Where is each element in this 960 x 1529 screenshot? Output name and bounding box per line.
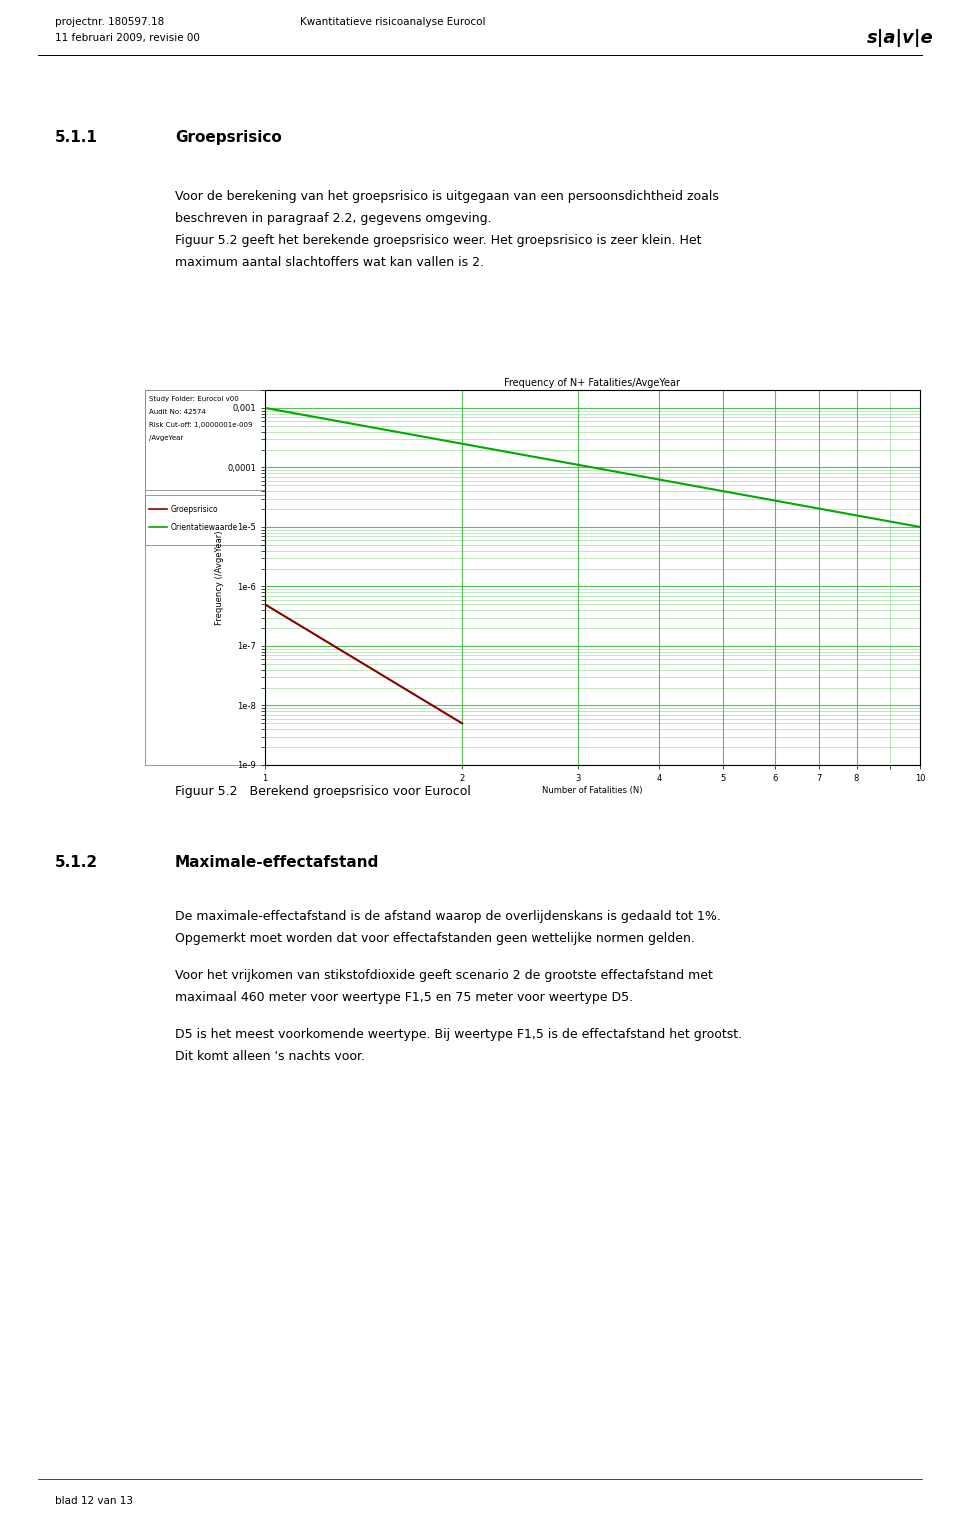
Text: Figuur 5.2   Berekend groepsrisico voor Eurocol: Figuur 5.2 Berekend groepsrisico voor Eu… bbox=[175, 784, 470, 798]
Text: maximum aantal slachtoffers wat kan vallen is 2.: maximum aantal slachtoffers wat kan vall… bbox=[175, 255, 484, 269]
Text: Study Folder: Eurocol v00: Study Folder: Eurocol v00 bbox=[149, 396, 239, 402]
Text: s|a|v|e: s|a|v|e bbox=[867, 29, 933, 47]
Text: Risk Cut-off: 1,0000001e-009: Risk Cut-off: 1,0000001e-009 bbox=[149, 422, 252, 428]
Text: Dit komt alleen 's nachts voor.: Dit komt alleen 's nachts voor. bbox=[175, 1050, 365, 1063]
Text: De maximale-effectafstand is de afstand waarop de overlijdenskans is gedaald tot: De maximale-effectafstand is de afstand … bbox=[175, 910, 721, 924]
Text: Orientatiewaarde: Orientatiewaarde bbox=[171, 523, 238, 532]
Text: /AvgeYear: /AvgeYear bbox=[149, 434, 183, 440]
Text: projectnr. 180597.18: projectnr. 180597.18 bbox=[55, 17, 164, 28]
Title: Frequency of N+ Fatalities/AvgeYear: Frequency of N+ Fatalities/AvgeYear bbox=[505, 378, 681, 388]
Text: 5.1.2: 5.1.2 bbox=[55, 855, 98, 870]
Text: 11 februari 2009, revisie 00: 11 februari 2009, revisie 00 bbox=[55, 34, 200, 43]
Text: Groepsrisico: Groepsrisico bbox=[175, 130, 281, 145]
Text: Kwantitatieve risicoanalyse Eurocol: Kwantitatieve risicoanalyse Eurocol bbox=[300, 17, 486, 28]
Text: Opgemerkt moet worden dat voor effectafstanden geen wettelijke normen gelden.: Opgemerkt moet worden dat voor effectafs… bbox=[175, 933, 695, 945]
Text: beschreven in paragraaf 2.2, gegevens omgeving.: beschreven in paragraaf 2.2, gegevens om… bbox=[175, 213, 492, 225]
Text: Figuur 5.2 geeft het berekende groepsrisico weer. Het groepsrisico is zeer klein: Figuur 5.2 geeft het berekende groepsris… bbox=[175, 234, 702, 248]
X-axis label: Number of Fatalities (N): Number of Fatalities (N) bbox=[542, 786, 643, 795]
Text: Audit No: 42574: Audit No: 42574 bbox=[149, 408, 205, 414]
Text: Groepsrisico: Groepsrisico bbox=[171, 505, 219, 514]
Text: blad 12 van 13: blad 12 van 13 bbox=[55, 1495, 133, 1506]
Text: Maximale-effectafstand: Maximale-effectafstand bbox=[175, 855, 379, 870]
Y-axis label: Frequency (/AvgeYear): Frequency (/AvgeYear) bbox=[215, 531, 225, 625]
Text: maximaal 460 meter voor weertype F1,5 en 75 meter voor weertype D5.: maximaal 460 meter voor weertype F1,5 en… bbox=[175, 991, 634, 1005]
Text: D5 is het meest voorkomende weertype. Bij weertype F1,5 is de effectafstand het : D5 is het meest voorkomende weertype. Bi… bbox=[175, 1027, 742, 1041]
Text: Voor de berekening van het groepsrisico is uitgegaan van een persoonsdichtheid z: Voor de berekening van het groepsrisico … bbox=[175, 190, 719, 203]
Text: 5.1.1: 5.1.1 bbox=[55, 130, 98, 145]
Text: Voor het vrijkomen van stikstofdioxide geeft scenario 2 de grootste effectafstan: Voor het vrijkomen van stikstofdioxide g… bbox=[175, 969, 713, 982]
